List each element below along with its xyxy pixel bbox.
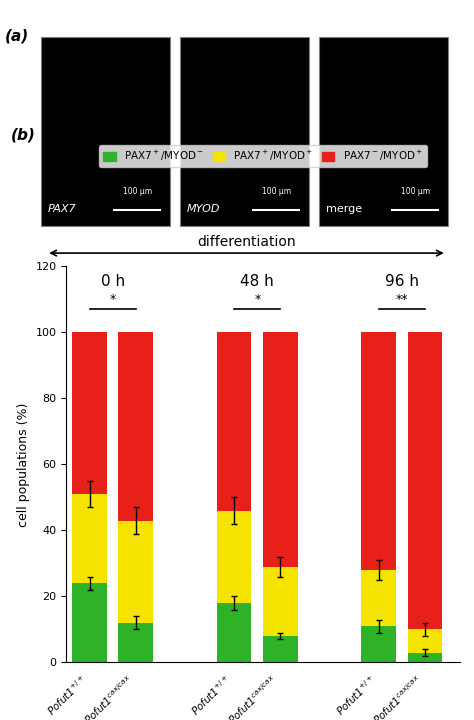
Bar (408, 629, 442, 652)
FancyBboxPatch shape (180, 37, 309, 226)
Text: differentiation: differentiation (197, 235, 296, 249)
Text: 100 μm: 100 μm (401, 187, 430, 196)
Text: *: * (109, 293, 116, 306)
Legend: PAX7$^+$/MYOD$^-$, PAX7$^+$/MYOD$^+$, PAX7$^-$/MYOD$^+$: PAX7$^+$/MYOD$^-$, PAX7$^+$/MYOD$^+$, PA… (99, 145, 427, 167)
Text: (b): (b) (11, 127, 36, 143)
Bar (361, 333, 396, 570)
Bar (263, 636, 298, 662)
Text: *: * (254, 293, 260, 306)
Text: PAX7: PAX7 (48, 204, 76, 215)
Bar (118, 333, 153, 521)
Bar (361, 570, 396, 626)
Bar (217, 333, 252, 510)
Y-axis label: cell populations (%): cell populations (%) (17, 402, 30, 526)
Bar (118, 521, 153, 623)
Bar (408, 333, 442, 629)
Text: MYOD: MYOD (187, 204, 220, 215)
Bar (118, 623, 153, 662)
Text: 100 μm: 100 μm (262, 187, 291, 196)
Bar (263, 333, 298, 567)
Bar (408, 652, 442, 662)
Text: merge: merge (326, 204, 362, 215)
Text: (a): (a) (5, 29, 29, 44)
FancyBboxPatch shape (41, 37, 170, 226)
Bar (72, 583, 107, 662)
Text: 0 h: 0 h (100, 274, 125, 289)
Bar (361, 626, 396, 662)
FancyBboxPatch shape (319, 37, 448, 226)
Bar (72, 333, 107, 494)
Bar (72, 494, 107, 583)
Bar (263, 567, 298, 636)
Text: 48 h: 48 h (240, 274, 274, 289)
Bar (217, 510, 252, 603)
Text: 100 μm: 100 μm (123, 187, 152, 196)
Bar (217, 603, 252, 662)
Text: 96 h: 96 h (385, 274, 419, 289)
Text: **: ** (396, 293, 408, 306)
